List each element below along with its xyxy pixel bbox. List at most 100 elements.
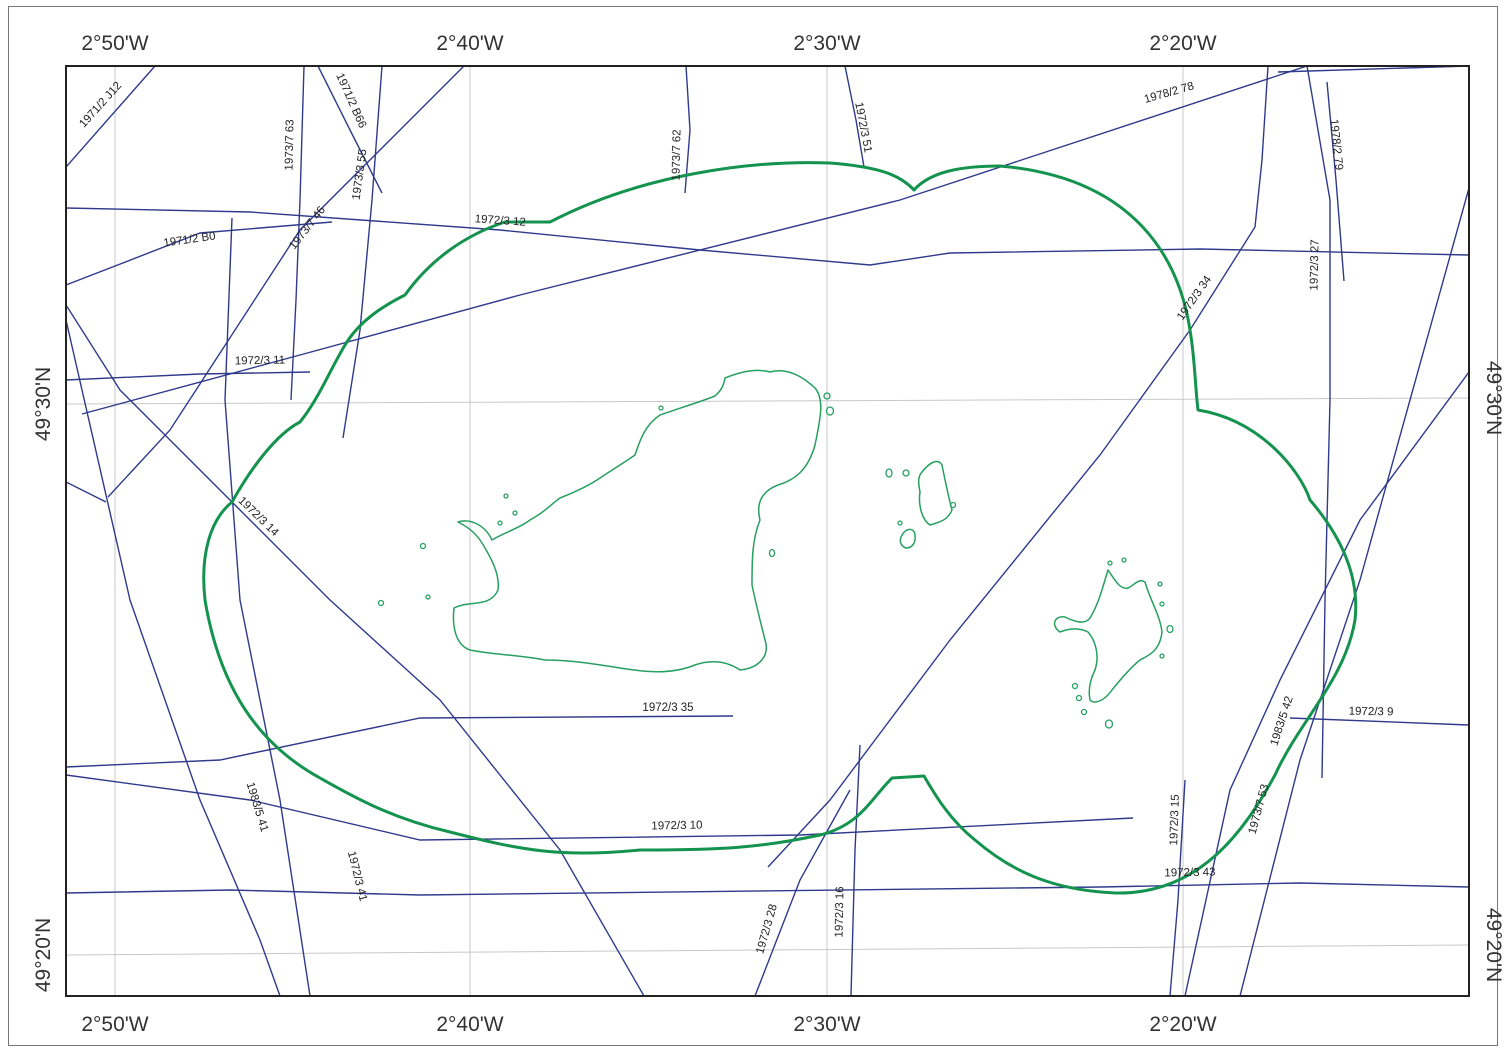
parallel-49-20n — [66, 944, 1469, 956]
track-label: 1972/3 14 — [236, 495, 282, 540]
longitude-label-bottom: 2°20'W — [1149, 1013, 1216, 1036]
longitude-label-top: 2°30'W — [793, 32, 860, 55]
track-label: 1973/7 53 — [1247, 783, 1272, 836]
rock — [1121, 557, 1127, 563]
track-label: 1973/7 62 — [671, 129, 684, 180]
track-line[interactable] — [1169, 779, 1186, 996]
rock — [419, 542, 427, 550]
rock — [377, 599, 385, 607]
track-line[interactable] — [1326, 81, 1345, 282]
track-line[interactable] — [1184, 371, 1469, 996]
track-label: 1972/3 10 — [651, 820, 702, 833]
track-label: 1971/2 B0 — [163, 230, 217, 249]
track-line[interactable] — [754, 789, 851, 996]
track-label: 1972/3 27 — [1309, 239, 1322, 290]
track-label: 1972/3 35 — [642, 702, 693, 714]
longitude-label-top: 2°40'W — [436, 32, 503, 55]
track-label: 1972/3 11 — [235, 355, 286, 368]
track-label: 1972/3 15 — [1168, 794, 1182, 846]
territorial-sea-boundary — [202, 161, 1358, 895]
map-frame — [65, 65, 1470, 997]
track-line[interactable] — [342, 66, 383, 439]
rock — [885, 468, 893, 478]
longitude-label-bottom: 2°40'W — [436, 1013, 503, 1036]
longitude-label-top: 2°50'W — [81, 32, 148, 55]
track-label: 1978/2 79 — [1327, 119, 1344, 171]
track-line[interactable] — [66, 221, 333, 286]
track-line[interactable] — [66, 207, 1469, 266]
island-east-coastline — [1053, 569, 1163, 703]
track-label: 1973/3 55 — [351, 148, 370, 200]
rock — [823, 392, 831, 400]
track-line[interactable] — [224, 217, 311, 996]
track-line[interactable] — [66, 715, 734, 768]
track-line[interactable] — [1239, 187, 1469, 996]
rock — [1159, 653, 1165, 659]
track-line[interactable] — [844, 66, 865, 168]
rock — [503, 493, 509, 499]
track-line[interactable] — [66, 371, 311, 381]
track-label: 1978/2 78 — [1143, 80, 1195, 106]
track-line[interactable] — [66, 882, 1469, 896]
rock — [1166, 624, 1174, 634]
track-label: 1972/3 9 — [1349, 706, 1394, 719]
track-line[interactable] — [1306, 66, 1331, 779]
track-label: 1971/2 J12 — [77, 80, 124, 130]
track-label: 1983/5 41 — [244, 781, 270, 833]
latitude-label-left: 49°30'N — [32, 367, 55, 441]
rock — [512, 510, 518, 516]
track-line[interactable] — [1254, 66, 1269, 228]
track-labels: 1971/2 J12 1973/7 63 1971/2 B66 1973/3 5… — [77, 71, 1393, 955]
longitude-label-top: 2°20'W — [1149, 32, 1216, 55]
rock — [1075, 694, 1083, 702]
track-line[interactable] — [81, 66, 1308, 415]
track-label: 1972/3 34 — [1175, 273, 1215, 322]
track-label: 1972/3 28 — [754, 903, 780, 955]
parallel-49-30n — [66, 397, 1469, 405]
rock — [825, 406, 835, 416]
latitude-label-right: 49°20'N — [1482, 908, 1505, 982]
latitude-label-right: 49°30'N — [1482, 361, 1505, 435]
track-label: 1973/7 46 — [287, 204, 328, 252]
track-line[interactable] — [66, 66, 156, 168]
island-main-coastline — [452, 369, 822, 673]
rocks — [377, 392, 1174, 729]
track-label: 1972/3 16 — [834, 886, 847, 937]
rock — [658, 405, 664, 411]
track-line[interactable] — [66, 304, 645, 996]
rock — [1071, 682, 1079, 690]
track-label: 1972/3 41 — [345, 850, 369, 903]
rock — [897, 520, 903, 526]
track-line[interactable] — [767, 226, 1256, 868]
track-line[interactable] — [66, 774, 1134, 841]
rock — [425, 594, 431, 600]
track-label: 1983/5 42 — [1269, 695, 1296, 747]
rock — [1157, 581, 1163, 587]
longitude-label-bottom: 2°30'W — [793, 1013, 860, 1036]
rock — [1104, 719, 1114, 729]
map-outer-border — [8, 6, 1498, 1046]
track-line[interactable] — [684, 66, 691, 194]
track-line[interactable] — [1289, 717, 1469, 726]
track-label: 1972/3 51 — [852, 101, 874, 154]
track-label: 1971/2 B66 — [333, 71, 368, 130]
graticule — [66, 66, 1469, 996]
rock — [497, 520, 503, 526]
rock — [949, 501, 957, 509]
track-line[interactable] — [850, 744, 861, 996]
longitude-label-bottom: 2°50'W — [81, 1013, 148, 1036]
track-label: 1972/3 43 — [1164, 867, 1215, 880]
track-label: 1973/7 63 — [284, 119, 297, 170]
survey-tracks — [66, 66, 1469, 996]
rock — [1159, 601, 1165, 607]
track-line[interactable] — [66, 481, 107, 503]
track-line[interactable] — [290, 66, 305, 401]
rock — [1107, 560, 1113, 566]
track-line[interactable] — [317, 66, 383, 194]
latitude-label-left: 49°20'N — [32, 918, 55, 992]
island-middle-coastline — [917, 460, 953, 526]
rock — [902, 469, 910, 477]
track-line[interactable] — [107, 66, 465, 498]
track-line[interactable] — [66, 319, 281, 996]
